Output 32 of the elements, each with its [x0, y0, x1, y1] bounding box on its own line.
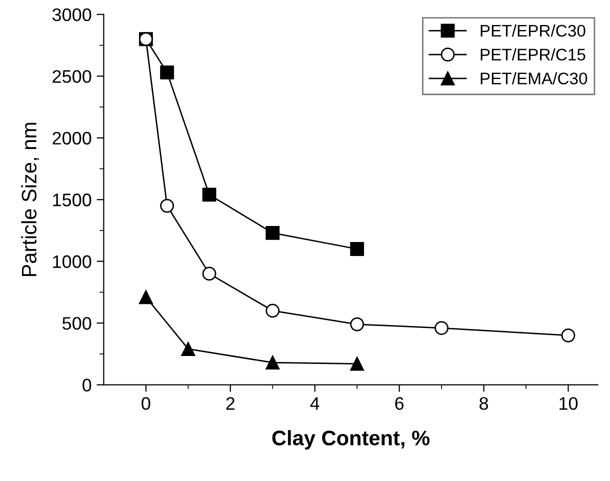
point: [266, 304, 280, 318]
point: [350, 317, 364, 332]
y-tick-label: 3000: [52, 8, 92, 22]
y-tick-label: 2000: [52, 132, 92, 145]
x-tick-label: 4: [310, 397, 320, 410]
y-tick-label: 1000: [53, 255, 92, 268]
point: [434, 321, 448, 335]
point: [160, 66, 174, 80]
point: [266, 226, 280, 240]
point: [561, 328, 576, 342]
point: [350, 356, 364, 371]
y-tick-label: 0: [82, 378, 92, 392]
y-axis-title: Particle Size, nm: [21, 122, 39, 276]
point: [202, 188, 216, 202]
x-tick-label: 10: [560, 397, 578, 410]
point: [350, 242, 364, 256]
x-tick-label: 8: [480, 397, 488, 410]
x-tick-label: 6: [395, 397, 404, 410]
x-tick-label: 0: [142, 397, 150, 410]
legend-label: PET/EMA/C30: [480, 72, 588, 84]
y-tick-label: 1500: [53, 194, 92, 206]
point: [266, 356, 280, 370]
point: [160, 198, 174, 213]
y-tick-label: 2500: [52, 70, 92, 83]
x-axis-title: Clay Content, %: [272, 430, 430, 450]
point: [138, 290, 153, 304]
point: [202, 266, 216, 281]
legend-label: PET/EPR/C30: [480, 24, 586, 37]
legend-label: PET/EPR/C15: [480, 48, 586, 61]
point: [181, 342, 196, 356]
y-tick-label: 500: [62, 317, 92, 330]
x-tick-label: 2: [226, 397, 235, 410]
